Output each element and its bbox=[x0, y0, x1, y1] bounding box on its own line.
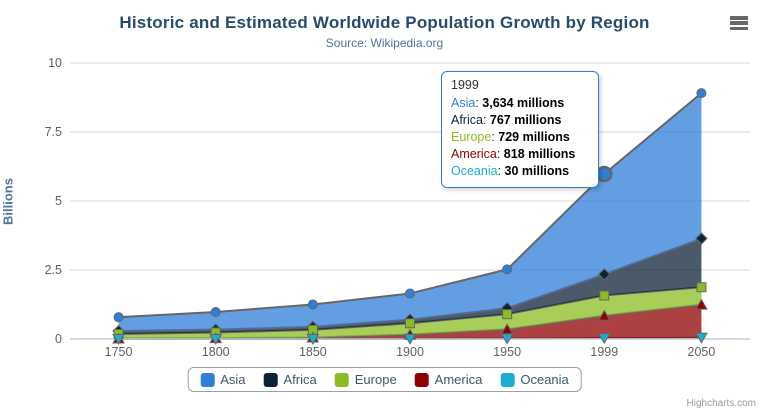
hamburger-icon-bar bbox=[730, 26, 748, 30]
data-point-america-1999[interactable] bbox=[597, 309, 611, 321]
data-point-oceania-1900[interactable] bbox=[403, 333, 417, 345]
data-point-europe-1950[interactable] bbox=[502, 309, 513, 320]
tooltip-series-name: America bbox=[451, 147, 497, 161]
legend-swatch-europe bbox=[334, 372, 349, 387]
tooltip-series-value: 30 millions bbox=[504, 164, 570, 178]
x-axis-label: 2050 bbox=[688, 345, 716, 359]
data-point-asia-1900[interactable] bbox=[405, 288, 415, 299]
data-point-asia-1850[interactable] bbox=[307, 299, 318, 310]
tooltip-series-name: Africa bbox=[451, 113, 483, 127]
x-axis-label: 1900 bbox=[396, 345, 424, 359]
tooltip-series-name: Europe bbox=[451, 130, 492, 144]
data-point-america-2050[interactable] bbox=[695, 298, 708, 310]
data-point-africa-1999[interactable] bbox=[598, 268, 611, 281]
legend-item-oceania[interactable]: Oceania bbox=[500, 372, 569, 387]
tooltip-series-value: 818 millions bbox=[503, 147, 576, 161]
data-point-asia-1950[interactable] bbox=[502, 264, 513, 275]
credits-link[interactable]: Highcharts.com bbox=[686, 398, 756, 409]
x-axis-label: 1850 bbox=[299, 345, 327, 359]
legend-label: America bbox=[434, 372, 483, 387]
legend-item-asia[interactable]: Asia bbox=[200, 372, 246, 387]
data-point-europe-1999[interactable] bbox=[599, 290, 610, 301]
tooltip-series-value: 729 millions bbox=[498, 130, 570, 144]
legend-swatch-america bbox=[414, 372, 429, 387]
hamburger-icon-bar bbox=[730, 21, 748, 25]
tooltip-row-asia: Asia: 3,634 millions bbox=[451, 96, 565, 110]
legend-item-america[interactable]: America bbox=[414, 372, 483, 387]
data-point-africa-2050[interactable] bbox=[695, 232, 708, 245]
tooltip-row-europe: Europe: 729 millions bbox=[451, 130, 570, 144]
tooltip-row-africa: Africa: 767 millions bbox=[451, 113, 562, 127]
y-axis-label: 2.5 bbox=[45, 263, 62, 277]
legend-swatch-asia bbox=[200, 372, 215, 387]
chart-title: Historic and Estimated Worldwide Populat… bbox=[119, 13, 650, 32]
series-area-asia[interactable] bbox=[118, 93, 702, 332]
tooltip-row-oceania: Oceania: 30 millions bbox=[451, 164, 570, 178]
legend: Asia Africa Europe America Oceania bbox=[187, 367, 582, 392]
tooltip-header: 1999 bbox=[451, 78, 479, 92]
y-axis-label: 7.5 bbox=[45, 125, 62, 139]
y-axis-label: 0 bbox=[55, 332, 62, 346]
series-area-africa[interactable] bbox=[118, 238, 702, 334]
tooltip-series-value: 3,634 millions bbox=[482, 96, 565, 110]
y-axis-label: 10 bbox=[48, 56, 62, 70]
chart-subtitle: Source: Wikipedia.org bbox=[325, 36, 444, 50]
legend-item-africa[interactable]: Africa bbox=[263, 372, 317, 387]
data-point-europe-2050[interactable] bbox=[696, 282, 707, 293]
legend-label: Europe bbox=[354, 372, 397, 387]
legend-swatch-africa bbox=[263, 372, 278, 387]
x-axis-label: 1750 bbox=[105, 345, 133, 359]
legend-label: Africa bbox=[283, 372, 317, 387]
data-point-asia-2050[interactable] bbox=[696, 88, 707, 99]
series-area-america[interactable] bbox=[118, 304, 702, 339]
tooltip-series-name: Oceania bbox=[451, 164, 498, 178]
data-point-oceania-1950[interactable] bbox=[500, 333, 514, 345]
x-axis-label: 1800 bbox=[202, 345, 230, 359]
data-point-europe-1900[interactable] bbox=[405, 318, 415, 329]
hamburger-icon-bar bbox=[730, 16, 748, 20]
data-point-asia-1800[interactable] bbox=[210, 307, 221, 318]
data-point-asia-1750[interactable] bbox=[113, 312, 124, 323]
data-point-oceania-1750[interactable] bbox=[112, 333, 125, 345]
data-point-oceania-2050[interactable] bbox=[695, 332, 708, 344]
context-menu-button[interactable] bbox=[730, 16, 748, 30]
y-axis-label: 5 bbox=[55, 194, 62, 208]
legend-label: Oceania bbox=[520, 372, 569, 387]
tooltip: 1999 Asia: 3,634 millions Africa: 767 mil… bbox=[441, 71, 599, 188]
legend-swatch-oceania bbox=[500, 372, 515, 387]
tooltip-series-value: 767 millions bbox=[489, 113, 562, 127]
tooltip-series-name: Asia bbox=[451, 96, 476, 110]
axis-labels: 0 2.5 5 7.5 10 1750 1800 1850 1900 1950 1999 2050 bbox=[45, 56, 716, 359]
data-point-oceania-1999[interactable] bbox=[597, 333, 611, 345]
x-axis-label: 1950 bbox=[493, 345, 521, 359]
tooltip-row-america: America: 818 millions bbox=[451, 147, 576, 161]
data-point-oceania-1850[interactable] bbox=[306, 333, 320, 345]
x-axis-label: 1999 bbox=[590, 345, 618, 359]
legend-label: Asia bbox=[220, 372, 246, 387]
legend-item-europe[interactable]: Europe bbox=[334, 372, 397, 387]
hovered-point-asia-1999[interactable] bbox=[596, 165, 613, 183]
data-point-oceania-1800[interactable] bbox=[209, 333, 223, 345]
